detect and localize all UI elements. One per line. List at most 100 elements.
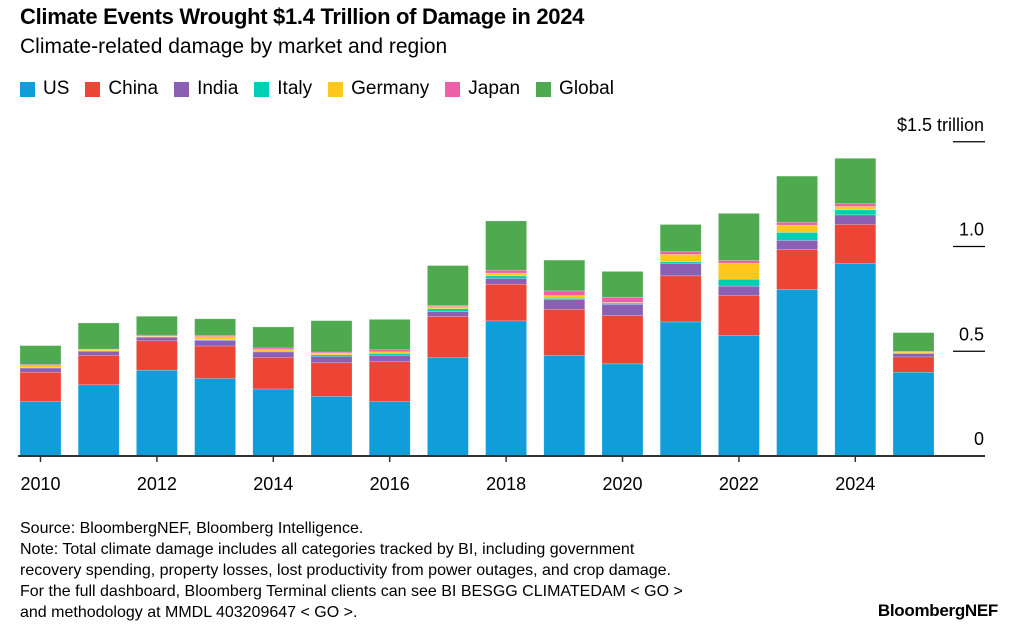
bar-segment-italy-2013	[194, 339, 236, 341]
bar-segment-global-2022	[718, 213, 760, 261]
bar-segment-china-2017	[427, 316, 469, 358]
bar-segment-china-2016	[368, 361, 411, 402]
stacked-bar-chart: 0 0.5 1.0 $1.5 trillion 2010 2012 2014 2016 2018…	[18, 115, 985, 494]
x-tick-label: 2014	[253, 474, 293, 494]
bar-segment-china-2021	[659, 275, 702, 323]
bar-segment-global-2014	[252, 326, 295, 349]
bar-segment-us-2017	[427, 357, 469, 457]
source-notes: Source: BloombergNEF, Bloomberg Intellig…	[20, 518, 683, 623]
bar-segment-italy-2018	[485, 275, 527, 279]
legend-item: Global	[536, 78, 614, 100]
bar-segment-us-2016	[368, 401, 411, 457]
bar-segment-global-2021	[659, 224, 702, 253]
bar-segment-china-2024	[834, 224, 877, 264]
bar-segment-china-2015	[310, 362, 353, 397]
bar-segment-italy-2017	[427, 308, 469, 312]
bar-segment-japan-2024	[834, 203, 877, 207]
bar-segment-global-2020	[601, 271, 644, 298]
bar-segment-us-2019	[543, 355, 586, 457]
bar-segment-italy-2023	[776, 232, 818, 241]
bar-segment-us-2014	[252, 388, 295, 457]
bar-segment-germany-2021	[659, 254, 702, 263]
bar-segment-global-2015	[310, 320, 353, 353]
bar-segment-japan-2022	[718, 260, 760, 264]
bar-segment-india-2011	[77, 350, 120, 356]
bar-segment-japan-2018	[485, 269, 527, 274]
legend-label: India	[197, 78, 239, 99]
x-tick-label: 2016	[370, 474, 410, 494]
x-tick-label: 2018	[486, 474, 526, 494]
bar-segment-global-2012	[136, 315, 178, 336]
legend: US China India Italy Germany Japan Global	[20, 78, 614, 100]
bar-segment-china-2014	[252, 357, 295, 390]
legend-swatch	[445, 81, 461, 97]
legend-swatch	[85, 81, 101, 97]
bar-segment-global-2019	[543, 259, 586, 292]
note-line: recovery spending, property losses, lost…	[20, 562, 671, 579]
bar-segment-us-2012	[136, 369, 178, 457]
bar-segment-global-2016	[368, 319, 411, 351]
bar-segment-china-2018	[485, 283, 527, 322]
bar-segment-global-2023	[776, 175, 818, 223]
bar-segment-india-2013	[194, 340, 236, 347]
legend-swatch	[328, 81, 344, 97]
bar-segment-global-2025	[892, 332, 935, 352]
legend-label: Japan	[468, 78, 521, 99]
bar-segment-germany-2013	[194, 336, 236, 341]
bar-segment-us-2022	[718, 335, 760, 457]
bar-segment-india-2022	[718, 285, 760, 297]
bar-segment-germany-2023	[776, 224, 818, 233]
bar-segment-japan-2016	[368, 349, 411, 353]
bar-segment-global-2024	[834, 158, 877, 205]
legend-label: Germany	[351, 78, 430, 99]
bar-segment-global-2013	[194, 318, 236, 336]
legend-swatch	[20, 81, 35, 97]
bar-segment-india-2010	[19, 367, 62, 373]
y-tick-label: 1.0	[959, 220, 984, 240]
legend-item: India	[174, 78, 238, 100]
brand-logo: BloombergNEF	[877, 601, 998, 620]
legend-swatch	[254, 81, 270, 97]
bar-segment-global-2018	[485, 220, 527, 271]
bar-segment-us-2023	[776, 289, 818, 457]
x-tick-label: 2010	[20, 474, 60, 494]
bar-segment-india-2021	[659, 262, 702, 277]
bar-segment-india-2025	[892, 353, 935, 358]
bar-segment-japan-2021	[659, 251, 702, 255]
bar-segment-china-2023	[776, 249, 818, 290]
bar-segment-india-2023	[776, 240, 818, 250]
bar-segment-italy-2024	[834, 209, 877, 216]
bar-segment-germany-2010	[19, 365, 62, 368]
note-line: and methodology at MMDL 403209647 < GO >…	[20, 604, 358, 621]
legend-label: Global	[559, 78, 614, 99]
bar-segment-china-2011	[77, 355, 120, 386]
bar-segment-us-2015	[310, 395, 353, 457]
bar-segment-us-2011	[77, 384, 120, 457]
bar-segment-japan-2023	[776, 221, 818, 226]
bar-segment-us-2020	[601, 363, 644, 457]
legend-item: US	[20, 78, 69, 100]
bar-segment-us-2025	[892, 371, 935, 457]
bar-segment-us-2013	[194, 378, 236, 457]
legend-item: Italy	[254, 78, 312, 100]
x-tick-label: 2024	[835, 474, 875, 494]
legend-label: Italy	[277, 78, 313, 99]
source-line: Source: BloombergNEF, Bloomberg Intellig…	[20, 520, 364, 537]
bar-segment-japan-2019	[543, 290, 586, 296]
bar-segment-us-2024	[834, 262, 877, 457]
bar-segment-china-2012	[136, 340, 178, 371]
y-tick-label: 0	[974, 429, 984, 449]
bar-segment-india-2012	[136, 336, 178, 342]
legend-item: Germany	[328, 78, 429, 100]
bar-segment-italy-2022	[718, 278, 760, 287]
legend-swatch	[536, 81, 552, 97]
bar-segment-india-2019	[543, 298, 586, 310]
note-line: For the full dashboard, Bloomberg Termin…	[20, 583, 683, 600]
bar-segment-germany-2017	[427, 306, 469, 310]
bar-segment-india-2015	[310, 356, 353, 364]
legend-item: Japan	[445, 78, 520, 100]
bar-segment-japan-2020	[601, 296, 644, 303]
bar-segment-india-2014	[252, 351, 295, 358]
bar-segment-india-2017	[427, 311, 469, 317]
bar-segment-global-2010	[19, 345, 62, 365]
